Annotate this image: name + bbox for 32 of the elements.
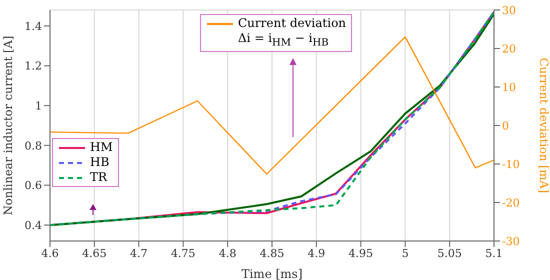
x-tick-label: 4.8: [218, 246, 236, 260]
x-tick-label: 5: [402, 246, 409, 260]
y-tick-label: 1.4: [24, 20, 42, 33]
y2-tick-label: -20: [502, 196, 520, 210]
x-tick-label: 4.75: [170, 246, 196, 260]
legend-label: HB: [90, 155, 110, 170]
y-tick-label: 0.6: [24, 179, 42, 192]
y-tick-label: 1.2: [24, 60, 42, 73]
y2-tick-label: 10: [502, 80, 516, 94]
legend-label: TR: [90, 170, 108, 185]
y2-axis-title: Current deviation [mA]: [536, 58, 550, 194]
x-tick-label: 4.6: [41, 246, 59, 260]
x-tick-label: 4.65: [82, 246, 107, 260]
y2-tick-label: 30: [502, 4, 516, 17]
x-tick-label: 5.05: [437, 246, 462, 260]
y-axis-title: Nonlinear inductor current [A]: [1, 36, 16, 216]
y2-tick-label: -10: [502, 158, 520, 171]
x-axis-title: Time [ms]: [241, 267, 303, 280]
y2-tick-label: 0: [502, 119, 509, 132]
y-tick-label: 1: [35, 99, 42, 112]
y2-tick-label: -30: [502, 234, 520, 248]
y2-tick-label: 20: [502, 42, 516, 56]
x-tick-label: 4.85: [260, 246, 284, 260]
x-tick-label: 4.95: [348, 246, 374, 260]
y-tick-label: 0.8: [24, 139, 42, 152]
y-tick-label: 0.4: [24, 218, 42, 232]
x-tick-label: 4.7: [130, 246, 148, 260]
legend-label: HM: [90, 140, 113, 155]
x-tick-label: 5.1: [485, 246, 503, 260]
legend-label: Current deviation: [238, 16, 346, 31]
x-tick-label: 4.9: [308, 246, 326, 260]
annotation: Δi = i$_{HM}$ − i$_{HB}$: [237, 31, 330, 50]
